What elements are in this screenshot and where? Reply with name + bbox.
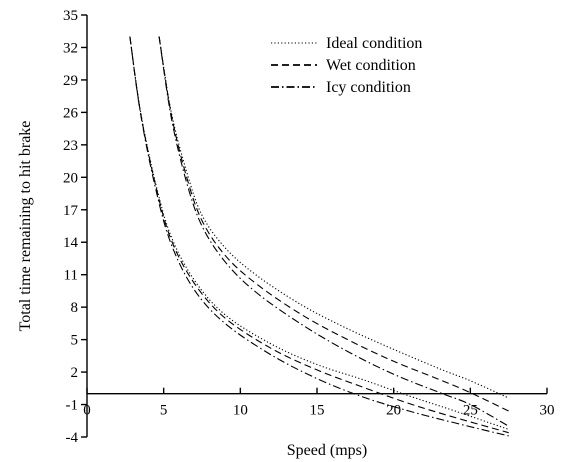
legend-label: Ideal condition xyxy=(326,35,422,52)
x-tick-label: 25 xyxy=(463,403,478,419)
y-tick-label: 2 xyxy=(71,365,79,381)
y-tick-label: 20 xyxy=(63,170,78,186)
y-tick-label: 11 xyxy=(64,268,78,284)
x-tick-label: 20 xyxy=(386,403,401,419)
y-tick-label: 26 xyxy=(63,105,79,121)
series-group xyxy=(129,36,509,437)
x-tick-label: 5 xyxy=(160,403,168,419)
y-tick-label: 17 xyxy=(63,203,79,219)
y-tick-label: -4 xyxy=(66,430,79,446)
x-axis-title: Speed (mps) xyxy=(287,442,367,459)
legend-label: Icy condition xyxy=(326,79,411,96)
y-ticks: -4 -1 2 5 8 11 14 17 20 23 26 29 32 35 xyxy=(63,8,87,446)
series-line-lower-dashdot xyxy=(129,36,509,437)
x-tick-label: 10 xyxy=(233,403,248,419)
y-tick-label: 14 xyxy=(63,235,79,251)
y-tick-label: 35 xyxy=(63,8,78,24)
x-ticks: 0 5 10 15 20 25 30 xyxy=(83,387,555,419)
y-tick-label: 23 xyxy=(63,138,78,154)
series-line-upper-dashed xyxy=(158,36,509,412)
y-tick-label: 29 xyxy=(63,73,78,89)
series-line-upper-dashdot xyxy=(158,36,509,427)
y-tick-label: -1 xyxy=(66,398,79,414)
y-tick-label: 32 xyxy=(63,40,78,56)
legend-label: Wet condition xyxy=(326,57,416,74)
y-tick-label: 8 xyxy=(71,300,79,316)
x-tick-label: 30 xyxy=(540,403,555,419)
y-axis-title: Total time remaining to hit brake xyxy=(17,121,34,332)
x-tick-label: 0 xyxy=(83,403,91,419)
x-tick-label: 15 xyxy=(310,403,325,419)
series-line-lower-dashed xyxy=(129,36,509,434)
legend: Ideal condition Wet condition Icy conditio… xyxy=(271,35,422,96)
y-tick-label: 5 xyxy=(71,333,79,349)
